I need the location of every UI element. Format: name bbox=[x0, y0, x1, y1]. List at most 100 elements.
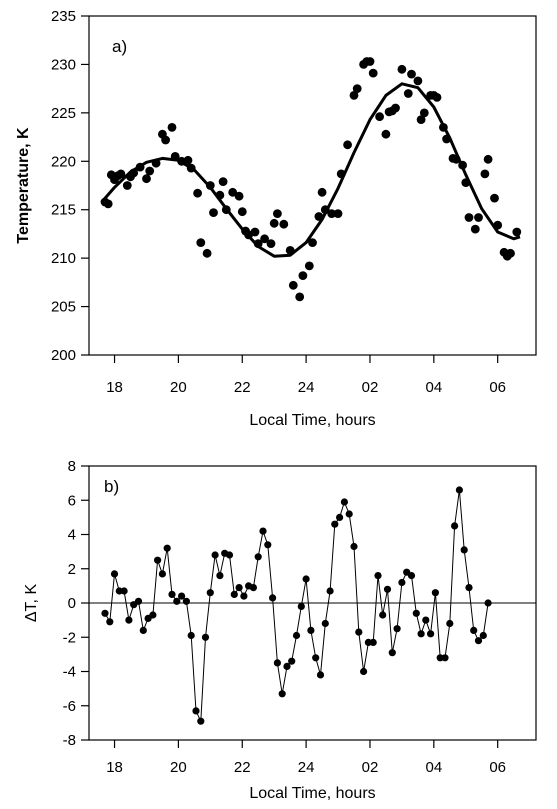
data-point bbox=[343, 140, 352, 150]
data-point bbox=[374, 572, 382, 580]
data-point bbox=[134, 597, 143, 605]
data-point bbox=[480, 169, 490, 179]
data-point bbox=[260, 234, 269, 244]
data-point bbox=[221, 205, 231, 215]
data-point bbox=[474, 637, 483, 645]
data-point bbox=[298, 271, 308, 280]
data-point bbox=[314, 212, 324, 221]
x-tick-label: 22 bbox=[234, 759, 251, 776]
y-tick-label: 200 bbox=[51, 347, 76, 364]
data-point bbox=[168, 590, 176, 599]
x-tick-label: 22 bbox=[234, 379, 251, 396]
x-tick-label: 24 bbox=[298, 759, 315, 776]
data-point bbox=[393, 625, 401, 633]
y-tick-label: -2 bbox=[63, 629, 76, 646]
data-point bbox=[345, 510, 353, 518]
data-point bbox=[106, 618, 114, 626]
data-point bbox=[285, 246, 295, 255]
x-tick-label: 18 bbox=[106, 379, 123, 396]
y-tick-label: 235 bbox=[51, 8, 76, 25]
data-point bbox=[259, 527, 267, 535]
data-point bbox=[283, 662, 291, 671]
data-point bbox=[167, 123, 177, 132]
data-point bbox=[493, 220, 503, 230]
data-point bbox=[484, 599, 492, 607]
data-point bbox=[312, 654, 320, 662]
data-point bbox=[417, 630, 425, 638]
data-point bbox=[461, 178, 471, 188]
data-point bbox=[365, 57, 375, 66]
data-point bbox=[388, 649, 396, 657]
data-point bbox=[506, 248, 515, 258]
data-point bbox=[161, 135, 171, 145]
data-point bbox=[446, 619, 454, 628]
y-tick-label: 2 bbox=[68, 561, 76, 578]
data-point bbox=[154, 556, 162, 564]
data-point bbox=[427, 630, 435, 638]
data-point bbox=[129, 168, 139, 178]
data-point bbox=[455, 486, 463, 494]
data-point bbox=[439, 123, 448, 132]
data-point bbox=[235, 584, 243, 592]
data-point bbox=[321, 619, 329, 628]
plot-frame bbox=[88, 15, 537, 356]
data-point bbox=[253, 239, 263, 249]
data-point bbox=[327, 209, 337, 219]
data-point bbox=[512, 227, 522, 237]
data-point bbox=[304, 261, 314, 271]
data-point bbox=[441, 654, 449, 662]
y-axis-title: ΔT, K bbox=[23, 584, 40, 623]
y-axis-title: Temperature, K bbox=[15, 127, 32, 244]
data-point bbox=[460, 546, 468, 554]
data-point bbox=[122, 181, 132, 190]
data-point bbox=[116, 169, 126, 179]
data-point bbox=[142, 174, 151, 184]
data-point bbox=[483, 154, 493, 164]
data-point bbox=[397, 64, 407, 74]
data-point bbox=[158, 570, 166, 578]
data-point bbox=[173, 597, 181, 605]
data-point bbox=[103, 199, 113, 209]
y-tick-label: 230 bbox=[51, 56, 76, 73]
data-point bbox=[120, 587, 128, 595]
data-point bbox=[278, 690, 286, 698]
y-tick-label: 0 bbox=[68, 595, 76, 612]
data-point bbox=[419, 108, 429, 118]
data-point bbox=[170, 152, 180, 161]
y-tick-label: 4 bbox=[68, 527, 76, 544]
data-point bbox=[413, 76, 423, 86]
data-point bbox=[398, 578, 406, 587]
data-point bbox=[412, 609, 420, 617]
y-tick-label: 205 bbox=[51, 299, 76, 316]
data-point bbox=[375, 112, 384, 122]
data-point bbox=[151, 158, 161, 168]
data-point bbox=[302, 575, 310, 583]
data-point bbox=[320, 205, 330, 215]
data-point bbox=[145, 166, 155, 176]
data-point bbox=[349, 91, 359, 100]
data-point bbox=[110, 570, 119, 578]
data-point bbox=[355, 628, 363, 636]
data-point bbox=[182, 597, 190, 605]
data-point bbox=[125, 616, 133, 624]
data-point bbox=[490, 193, 499, 203]
panel-a-temperature-plot: 200 205 210 215 220 225 230 235 18 20 22 24 02 04 06 a)… bbox=[15, 8, 537, 429]
data-point bbox=[352, 84, 362, 93]
data-point bbox=[383, 585, 392, 593]
data-point bbox=[317, 187, 327, 197]
x-tick-label: 04 bbox=[425, 379, 442, 396]
data-point bbox=[316, 671, 325, 679]
x-axis-title: Local Time, hours bbox=[249, 412, 375, 429]
data-point bbox=[225, 551, 234, 559]
data-point bbox=[451, 522, 459, 530]
data-point bbox=[288, 280, 298, 290]
data-point bbox=[183, 155, 193, 165]
data-point bbox=[135, 162, 145, 172]
x-tick-label: 24 bbox=[298, 379, 315, 396]
data-point bbox=[295, 292, 305, 302]
data-point bbox=[350, 542, 358, 551]
data-point bbox=[297, 602, 305, 611]
data-point bbox=[288, 657, 296, 665]
x-tick-label: 20 bbox=[170, 759, 187, 776]
data-point bbox=[193, 188, 203, 198]
